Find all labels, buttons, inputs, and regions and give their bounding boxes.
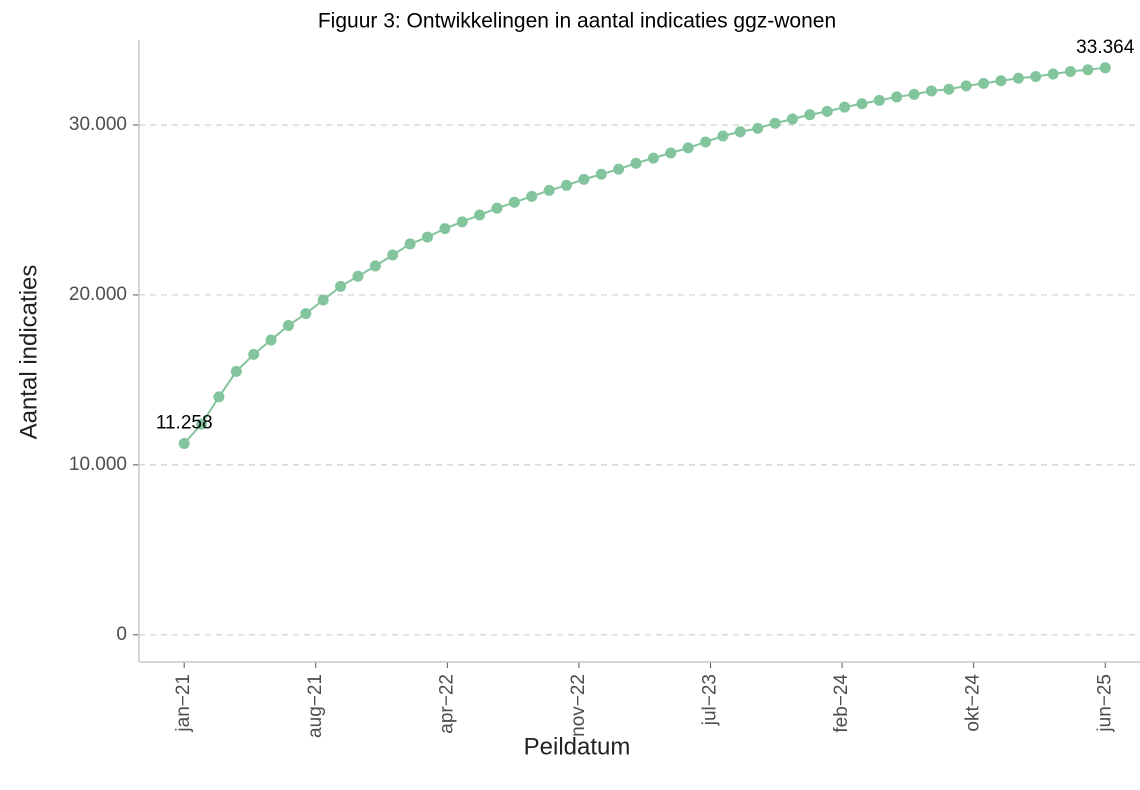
x-tick-label: feb−24 bbox=[831, 674, 852, 733]
point bbox=[839, 101, 851, 113]
point bbox=[1012, 72, 1024, 84]
point bbox=[943, 83, 955, 95]
point bbox=[456, 216, 468, 228]
y-tick-label: 10.000 bbox=[69, 454, 127, 475]
point bbox=[700, 136, 712, 148]
data-label: 33.364 bbox=[1076, 37, 1135, 58]
point bbox=[543, 184, 555, 196]
point bbox=[526, 190, 538, 202]
point bbox=[752, 122, 764, 134]
y-tick-label: 30.000 bbox=[69, 114, 127, 135]
point bbox=[404, 238, 416, 250]
point bbox=[491, 202, 503, 214]
y-tick-label: 0 bbox=[116, 624, 127, 645]
point bbox=[960, 80, 972, 92]
point bbox=[352, 270, 364, 282]
point bbox=[1082, 64, 1094, 76]
point bbox=[734, 126, 746, 138]
chart-title: Figuur 3: Ontwikkelingen in aantal indic… bbox=[318, 10, 836, 33]
point bbox=[856, 98, 868, 110]
point bbox=[995, 75, 1007, 87]
point bbox=[230, 365, 242, 377]
point bbox=[873, 94, 885, 106]
point bbox=[978, 77, 990, 89]
point bbox=[421, 231, 433, 243]
point bbox=[595, 168, 607, 180]
y-axis-label: Aantal indicaties bbox=[15, 265, 42, 440]
point bbox=[213, 391, 225, 403]
point bbox=[300, 308, 312, 320]
point bbox=[1064, 65, 1076, 77]
data-label: 11.258 bbox=[156, 412, 213, 433]
point bbox=[282, 320, 294, 332]
point bbox=[717, 130, 729, 142]
x-tick-label: apr−22 bbox=[436, 674, 457, 734]
point bbox=[647, 152, 659, 164]
point bbox=[578, 173, 590, 185]
point bbox=[439, 223, 451, 235]
x-tick-label: jun−25 bbox=[1094, 674, 1115, 733]
point bbox=[925, 85, 937, 97]
x-tick-label: okt−24 bbox=[963, 674, 984, 732]
point bbox=[248, 348, 260, 360]
point bbox=[508, 196, 520, 208]
x-axis-label: Peildatum bbox=[524, 733, 631, 760]
series-line bbox=[183, 66, 1106, 445]
point bbox=[908, 88, 920, 100]
point bbox=[613, 163, 625, 175]
point bbox=[178, 437, 190, 449]
y-tick-label: 20.000 bbox=[69, 284, 127, 305]
point bbox=[561, 179, 573, 191]
x-tick-label: jul−23 bbox=[700, 674, 721, 726]
point bbox=[804, 109, 816, 121]
point bbox=[1047, 68, 1059, 80]
point bbox=[682, 142, 694, 154]
point bbox=[786, 113, 798, 125]
point bbox=[317, 294, 329, 306]
point bbox=[196, 418, 208, 430]
point bbox=[335, 280, 347, 292]
point bbox=[891, 91, 903, 103]
point bbox=[630, 157, 642, 169]
x-tick-label: aug−21 bbox=[305, 674, 326, 738]
point bbox=[387, 249, 399, 261]
point bbox=[265, 334, 277, 346]
point bbox=[665, 147, 677, 159]
point bbox=[769, 117, 781, 129]
point bbox=[821, 105, 833, 117]
point bbox=[1099, 62, 1111, 74]
point bbox=[369, 260, 381, 272]
x-tick-label: nov−22 bbox=[568, 674, 589, 737]
point bbox=[1030, 71, 1042, 83]
x-tick-label: jan−21 bbox=[173, 674, 194, 733]
point bbox=[474, 209, 486, 221]
